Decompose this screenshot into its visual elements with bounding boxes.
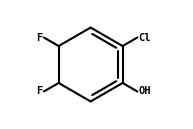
- Text: F: F: [36, 33, 43, 43]
- Text: Cl: Cl: [139, 33, 151, 43]
- Text: OH: OH: [139, 86, 151, 96]
- Text: F: F: [36, 86, 43, 96]
